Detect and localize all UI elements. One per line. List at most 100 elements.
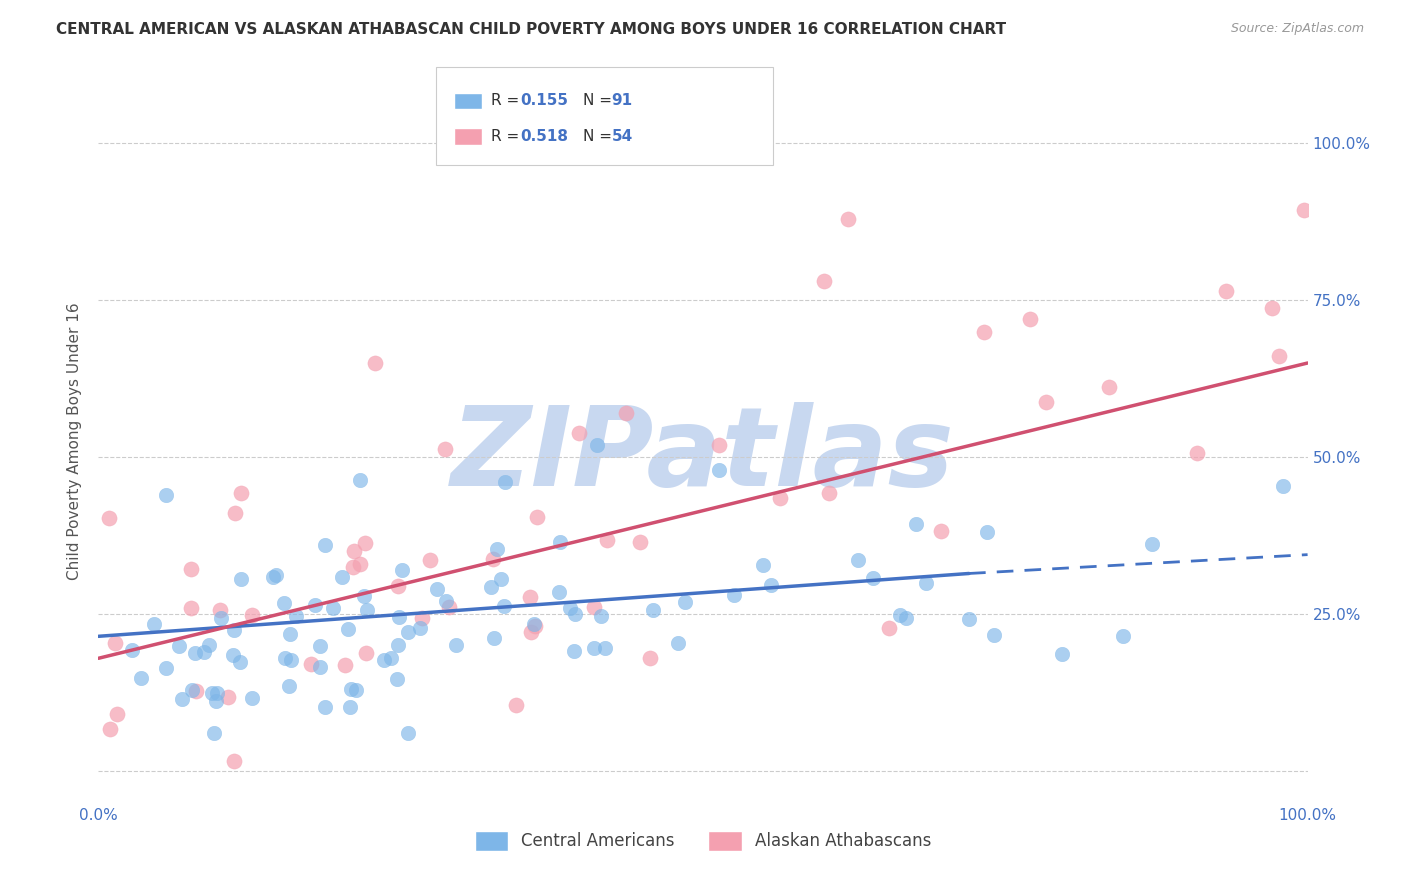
Point — [129, 671, 152, 685]
Point — [419, 553, 441, 567]
Point — [364, 356, 387, 370]
Text: 91: 91 — [612, 94, 633, 108]
Point — [582, 600, 605, 615]
Point — [170, 691, 193, 706]
Point — [411, 611, 433, 625]
Point — [143, 617, 166, 632]
Text: N =: N = — [583, 94, 617, 108]
Point — [983, 627, 1005, 641]
Point — [280, 653, 302, 667]
Point — [204, 693, 226, 707]
Point — [387, 579, 409, 593]
Point — [224, 506, 246, 520]
Point — [353, 589, 375, 603]
Point — [180, 601, 202, 615]
Point — [709, 463, 731, 477]
Legend: Central Americans, Alaskan Athabascans: Central Americans, Alaskan Athabascans — [467, 822, 939, 860]
Point — [723, 588, 745, 602]
Point — [548, 584, 571, 599]
Point — [523, 617, 546, 632]
Point — [1272, 479, 1295, 493]
Point — [339, 699, 361, 714]
Point — [548, 535, 571, 549]
Point — [482, 631, 505, 645]
Point — [596, 533, 619, 548]
Point — [976, 524, 998, 539]
Point — [437, 600, 460, 615]
Point — [492, 599, 515, 614]
Point — [709, 438, 731, 452]
Text: 0.155: 0.155 — [520, 94, 568, 108]
Point — [638, 651, 661, 665]
Point — [330, 570, 353, 584]
Point — [666, 636, 689, 650]
Point — [673, 595, 696, 609]
Point — [349, 557, 371, 571]
Point — [388, 609, 411, 624]
Point — [202, 726, 225, 740]
Point — [586, 438, 609, 452]
Point — [846, 553, 869, 567]
Point — [229, 655, 252, 669]
Text: R =: R = — [491, 129, 524, 144]
Point — [929, 524, 952, 539]
Point — [184, 683, 207, 698]
Point — [391, 563, 413, 577]
Text: ZIPatlas: ZIPatlas — [451, 402, 955, 509]
Point — [198, 638, 221, 652]
Point — [184, 646, 207, 660]
Point — [761, 578, 783, 592]
Point — [209, 611, 232, 625]
Point — [396, 624, 419, 639]
Text: R =: R = — [491, 94, 524, 108]
Point — [1035, 395, 1057, 409]
Point — [485, 541, 508, 556]
Point — [1261, 301, 1284, 315]
Point — [340, 681, 363, 696]
Text: 54: 54 — [612, 129, 633, 144]
Point — [299, 657, 322, 671]
Text: CENTRAL AMERICAN VS ALASKAN ATHABASCAN CHILD POVERTY AMONG BOYS UNDER 16 CORRELA: CENTRAL AMERICAN VS ALASKAN ATHABASCAN C… — [56, 22, 1007, 37]
Point — [523, 619, 546, 633]
Point — [641, 603, 664, 617]
Point — [482, 551, 505, 566]
Point — [264, 568, 287, 582]
Point — [181, 683, 204, 698]
Point — [481, 581, 503, 595]
Point — [818, 485, 841, 500]
Point — [837, 211, 859, 226]
Point — [304, 598, 326, 612]
Point — [222, 623, 245, 637]
Point — [751, 558, 773, 573]
Point — [201, 686, 224, 700]
Point — [520, 625, 543, 640]
Point — [262, 570, 284, 584]
Point — [333, 658, 356, 673]
Point — [628, 534, 651, 549]
Point — [862, 571, 884, 585]
Point — [505, 698, 527, 713]
Point — [314, 538, 336, 552]
Point — [769, 491, 792, 505]
Point — [356, 603, 378, 617]
Point — [1098, 379, 1121, 393]
Point — [568, 426, 591, 441]
Point — [222, 754, 245, 768]
Point — [240, 608, 263, 623]
Point — [595, 641, 617, 656]
Point — [221, 648, 243, 662]
Point — [562, 644, 585, 658]
Point — [1292, 203, 1315, 218]
Point — [1215, 284, 1237, 298]
Point — [278, 627, 301, 641]
Point — [217, 690, 239, 705]
Point — [489, 572, 512, 586]
Point — [387, 638, 409, 652]
Text: N =: N = — [583, 129, 617, 144]
Text: 0.518: 0.518 — [520, 129, 568, 144]
Point — [349, 473, 371, 487]
Point — [155, 661, 177, 675]
Point — [240, 690, 263, 705]
Point — [889, 608, 911, 623]
Point — [614, 406, 637, 420]
